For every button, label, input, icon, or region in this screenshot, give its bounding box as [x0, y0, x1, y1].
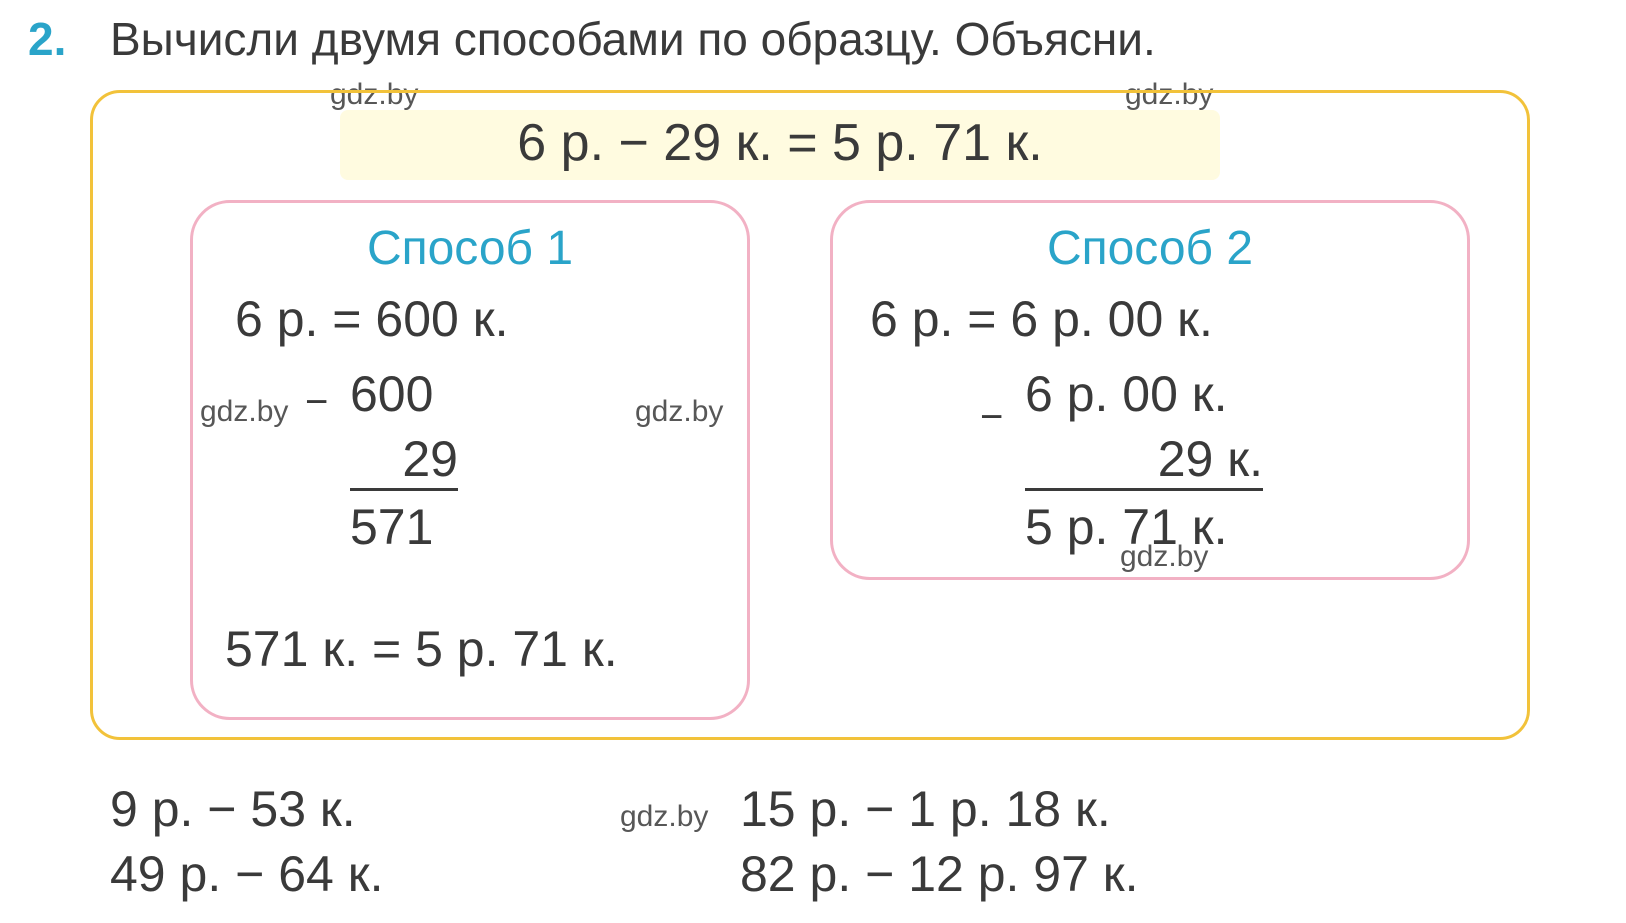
- watermark: gdz.by: [620, 800, 708, 834]
- exercise-right-1: 15 р. − 1 р. 18 к.: [740, 780, 1111, 838]
- method1-calc-sub: 29: [350, 430, 458, 491]
- method1-calc-result: 571: [350, 498, 433, 556]
- task-number: 2.: [28, 12, 66, 66]
- method2-line1: 6 р. = 6 р. 00 к.: [870, 290, 1213, 348]
- method2-title: Способ 2: [833, 221, 1467, 276]
- method1-line2: 571 к. = 5 р. 71 к.: [225, 620, 618, 678]
- method2-calc-sub: 29 к.: [1025, 430, 1263, 491]
- exercise-left-2: 49 р. − 64 к.: [110, 845, 383, 903]
- method2-calc-result: 5 р. 71 к.: [1025, 498, 1228, 556]
- minus-sign: −: [305, 380, 328, 425]
- method1-title: Способ 1: [193, 221, 747, 276]
- method1-line1: 6 р. = 600 к.: [235, 290, 508, 348]
- task-text: Вычисли двумя способами по образцу. Объя…: [110, 12, 1156, 66]
- method2-calc-top: 6 р. 00 к.: [1025, 365, 1228, 423]
- exercise-right-2: 82 р. − 12 р. 97 к.: [740, 845, 1139, 903]
- exercise-left-1: 9 р. − 53 к.: [110, 780, 356, 838]
- page: 2. Вычисли двумя способами по образцу. О…: [0, 0, 1626, 923]
- method1-calc-top: 600: [350, 365, 433, 423]
- minus-sign: −: [980, 395, 1003, 440]
